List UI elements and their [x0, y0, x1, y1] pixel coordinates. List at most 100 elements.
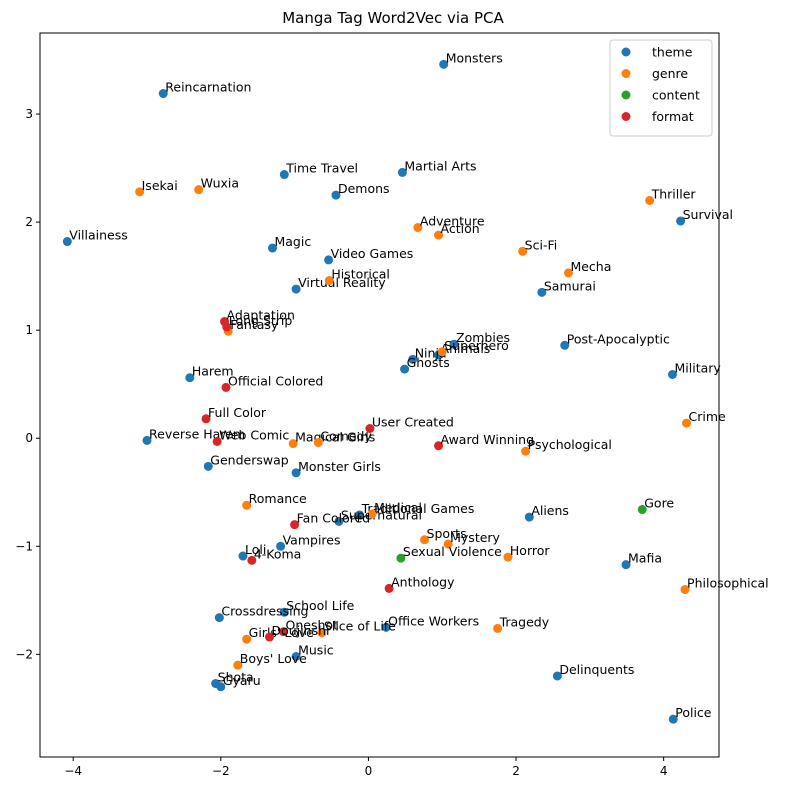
data-point	[397, 167, 407, 177]
data-point	[317, 628, 327, 638]
data-point	[324, 275, 334, 285]
data-point	[214, 613, 224, 623]
legend-label: format	[652, 109, 694, 124]
legend-label: theme	[652, 45, 693, 60]
point-label: Anthology	[391, 574, 455, 589]
point-label: Comedy	[320, 429, 372, 444]
y-tick-label: 1	[25, 323, 33, 337]
data-point	[142, 435, 152, 445]
point-label: 4-Koma	[254, 546, 302, 561]
point-label: Medical	[374, 500, 422, 515]
point-label: Video Games	[331, 246, 414, 261]
data-point	[201, 414, 211, 424]
point-label: Tragedy	[499, 614, 550, 629]
point-label: Thriller	[651, 186, 697, 201]
data-point	[637, 505, 647, 515]
point-label: Long Strip	[229, 313, 293, 328]
data-point	[242, 634, 252, 644]
point-label: Genderswap	[210, 452, 288, 467]
point-label: Villainess	[69, 228, 127, 243]
data-point	[276, 541, 286, 551]
legend-marker	[621, 112, 631, 121]
data-point	[645, 195, 655, 205]
data-point	[288, 439, 298, 449]
data-point	[313, 438, 323, 448]
data-point	[185, 373, 195, 383]
data-point	[420, 535, 430, 545]
point-label: Vampires	[283, 532, 341, 547]
x-tick-label: 4	[660, 764, 668, 778]
point-label: Gyaru	[223, 673, 261, 688]
data-point	[384, 583, 394, 593]
data-point	[552, 671, 562, 681]
point-label: Crime	[689, 409, 727, 424]
point-label: Romance	[249, 491, 307, 506]
point-label: Sports	[427, 526, 467, 541]
data-point	[668, 369, 678, 379]
data-point	[560, 340, 570, 350]
point-label: Reverse Harem	[149, 426, 245, 441]
point-label: Time Travel	[285, 161, 358, 176]
point-label: Delinquents	[559, 662, 634, 677]
data-point	[238, 551, 248, 561]
data-point	[334, 516, 344, 526]
data-point	[503, 552, 513, 562]
point-label: Police	[675, 705, 712, 720]
point-label: Award Winning	[441, 432, 534, 447]
data-point	[443, 539, 453, 549]
point-label: Post-Apocalyptic	[567, 331, 670, 346]
data-point	[400, 364, 410, 374]
point-label: Action	[441, 221, 480, 236]
point-label: Mafia	[628, 551, 662, 566]
series-theme: Monsters Reincarnation Time Travel Martial …	[62, 50, 733, 724]
x-tick-label: 2	[512, 764, 520, 778]
point-label: Horror	[510, 543, 550, 558]
point-label: Supernatural	[341, 507, 422, 522]
chart-title: Manga Tag Word2Vec via PCA	[282, 9, 504, 27]
data-point	[135, 187, 145, 197]
data-point	[676, 216, 686, 226]
point-label: Shota	[218, 670, 254, 685]
point-label: Mecha	[570, 259, 611, 274]
data-point	[563, 268, 573, 278]
data-point	[203, 461, 213, 471]
data-point	[212, 436, 222, 446]
data-point	[291, 652, 301, 662]
data-point	[242, 500, 252, 510]
data-point	[449, 339, 459, 349]
data-point	[537, 287, 547, 297]
point-label: Adaptation	[227, 308, 295, 323]
data-point	[518, 246, 528, 256]
legend-marker	[621, 90, 631, 100]
data-point	[621, 560, 631, 570]
point-label: Sci-Fi	[525, 237, 558, 252]
point-label: Oneshot	[286, 618, 339, 633]
data-point	[367, 509, 377, 519]
point-label: Samurai	[544, 278, 596, 293]
point-label: Crossdressing	[221, 604, 308, 619]
data-point	[279, 170, 289, 180]
point-label: Full Color	[208, 405, 267, 420]
point-label: Mystery	[450, 530, 500, 545]
point-label: Virtual Reality	[298, 275, 386, 290]
plot-area: −4 −2 0 2 4 −2 −1 0 1 2 3 Monsters Reincarnation Time…	[15, 32, 769, 778]
data-point	[434, 441, 444, 451]
data-point	[680, 585, 690, 595]
legend-label: genre	[652, 66, 688, 81]
point-label: Reincarnation	[165, 80, 251, 95]
data-point	[158, 89, 168, 99]
point-label: Military	[675, 360, 722, 375]
point-label: Wuxia	[201, 176, 239, 191]
x-tick-label: −2	[212, 764, 230, 778]
data-point	[408, 354, 418, 364]
data-point	[279, 607, 289, 617]
y-tick-label: 3	[25, 107, 33, 121]
series-content: Gore Sexual Violence	[396, 496, 674, 563]
data-point	[682, 418, 692, 428]
point-label: Boys' Love	[240, 651, 307, 666]
legend-marker	[621, 47, 631, 57]
point-label: Sexual Violence	[403, 544, 502, 559]
